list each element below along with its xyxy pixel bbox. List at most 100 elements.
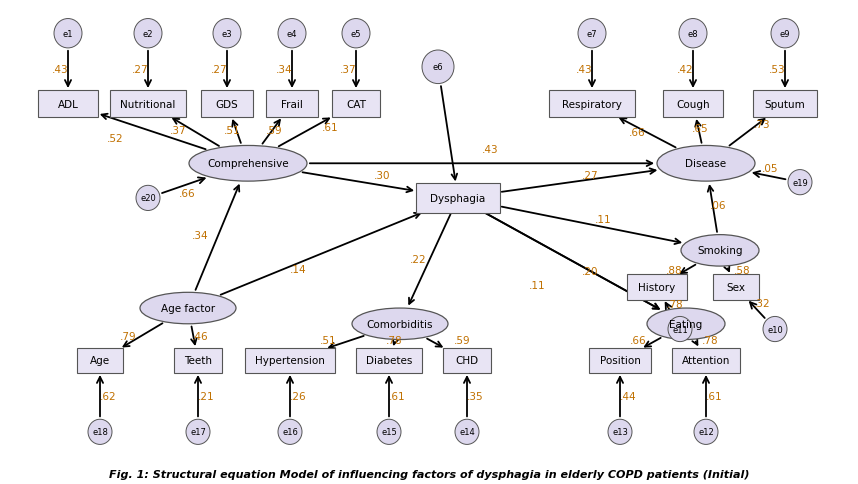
- Text: History: History: [638, 283, 675, 292]
- Text: .78: .78: [668, 300, 684, 310]
- Text: .78: .78: [702, 335, 718, 345]
- Circle shape: [608, 419, 632, 444]
- Circle shape: [186, 419, 210, 444]
- Text: .61: .61: [322, 122, 338, 132]
- Text: .44: .44: [619, 391, 637, 401]
- Text: Eating: Eating: [669, 319, 703, 329]
- Circle shape: [213, 19, 241, 49]
- Text: e14: e14: [459, 427, 474, 437]
- FancyBboxPatch shape: [627, 275, 687, 300]
- Circle shape: [668, 317, 692, 342]
- Text: Respiratory: Respiratory: [562, 99, 622, 109]
- Text: e4: e4: [287, 30, 297, 39]
- Text: Sputum: Sputum: [764, 99, 806, 109]
- Text: .35: .35: [467, 391, 483, 401]
- Text: e20: e20: [140, 194, 156, 203]
- Ellipse shape: [352, 308, 448, 340]
- Circle shape: [694, 419, 718, 444]
- Text: e18: e18: [92, 427, 108, 437]
- Text: e3: e3: [221, 30, 233, 39]
- Text: Smoking: Smoking: [698, 246, 743, 256]
- Text: .66: .66: [178, 189, 195, 199]
- Text: Teeth: Teeth: [184, 356, 212, 366]
- Text: CAT: CAT: [346, 99, 366, 109]
- Text: e9: e9: [780, 30, 790, 39]
- Text: e16: e16: [282, 427, 298, 437]
- Text: .61: .61: [389, 391, 405, 401]
- Text: .79: .79: [119, 332, 136, 342]
- Text: .43: .43: [576, 65, 592, 75]
- Circle shape: [136, 186, 160, 211]
- Circle shape: [134, 19, 162, 49]
- Text: .27: .27: [211, 65, 227, 75]
- Text: Position: Position: [600, 356, 640, 366]
- Text: .73: .73: [753, 120, 770, 130]
- Text: .11: .11: [529, 280, 546, 290]
- Text: .51: .51: [320, 335, 336, 345]
- Text: .06: .06: [710, 201, 726, 211]
- Text: .26: .26: [290, 391, 306, 401]
- Text: Sex: Sex: [727, 283, 746, 292]
- Ellipse shape: [657, 146, 755, 182]
- Text: e7: e7: [587, 30, 597, 39]
- Text: Diabetes: Diabetes: [366, 356, 412, 366]
- FancyBboxPatch shape: [753, 91, 817, 118]
- Text: e6: e6: [432, 63, 444, 72]
- FancyBboxPatch shape: [245, 348, 335, 373]
- Text: e10: e10: [767, 325, 782, 334]
- Circle shape: [771, 19, 799, 49]
- Text: e8: e8: [688, 30, 698, 39]
- Text: .78: .78: [386, 335, 402, 345]
- FancyBboxPatch shape: [589, 348, 651, 373]
- Text: .53: .53: [769, 65, 785, 75]
- Text: e2: e2: [142, 30, 154, 39]
- Text: Fig. 1: Structural equation Model of influencing factors of dysphagia in elderly: Fig. 1: Structural equation Model of inf…: [109, 469, 749, 479]
- Text: Disease: Disease: [686, 159, 727, 169]
- Text: Comprehensive: Comprehensive: [207, 159, 289, 169]
- Text: GDS: GDS: [215, 99, 239, 109]
- Text: .65: .65: [692, 123, 709, 134]
- Text: Age factor: Age factor: [161, 303, 215, 314]
- Text: .61: .61: [705, 391, 722, 401]
- FancyBboxPatch shape: [110, 91, 186, 118]
- Text: .22: .22: [409, 254, 426, 264]
- Text: e19: e19: [792, 178, 808, 187]
- Text: .21: .21: [197, 391, 214, 401]
- Text: e13: e13: [612, 427, 628, 437]
- Text: .05: .05: [762, 163, 778, 173]
- Text: e11: e11: [672, 325, 688, 334]
- Ellipse shape: [140, 293, 236, 324]
- Text: .66: .66: [629, 128, 645, 137]
- FancyBboxPatch shape: [77, 348, 123, 373]
- FancyBboxPatch shape: [713, 275, 759, 300]
- Circle shape: [455, 419, 479, 444]
- Text: .43: .43: [51, 65, 69, 75]
- Text: .34: .34: [275, 65, 293, 75]
- Circle shape: [679, 19, 707, 49]
- Circle shape: [788, 170, 812, 196]
- Text: .59: .59: [454, 335, 470, 345]
- Text: Cough: Cough: [676, 99, 710, 109]
- FancyBboxPatch shape: [38, 91, 98, 118]
- Ellipse shape: [189, 146, 307, 182]
- FancyBboxPatch shape: [416, 184, 500, 213]
- Text: .59: .59: [266, 125, 282, 136]
- Text: .34: .34: [191, 230, 208, 240]
- Text: .66: .66: [630, 335, 646, 345]
- Text: ADL: ADL: [57, 99, 78, 109]
- Text: Age: Age: [90, 356, 110, 366]
- FancyBboxPatch shape: [332, 91, 380, 118]
- Text: .30: .30: [374, 170, 390, 181]
- Text: .62: .62: [100, 391, 117, 401]
- FancyBboxPatch shape: [356, 348, 422, 373]
- Text: CHD: CHD: [456, 356, 479, 366]
- Text: .43: .43: [481, 144, 498, 154]
- Text: e15: e15: [381, 427, 397, 437]
- FancyBboxPatch shape: [443, 348, 491, 373]
- Text: Hypertension: Hypertension: [255, 356, 325, 366]
- Circle shape: [578, 19, 606, 49]
- Text: .37: .37: [340, 65, 356, 75]
- Text: .27: .27: [131, 65, 148, 75]
- FancyBboxPatch shape: [549, 91, 635, 118]
- Text: .88: .88: [666, 266, 682, 276]
